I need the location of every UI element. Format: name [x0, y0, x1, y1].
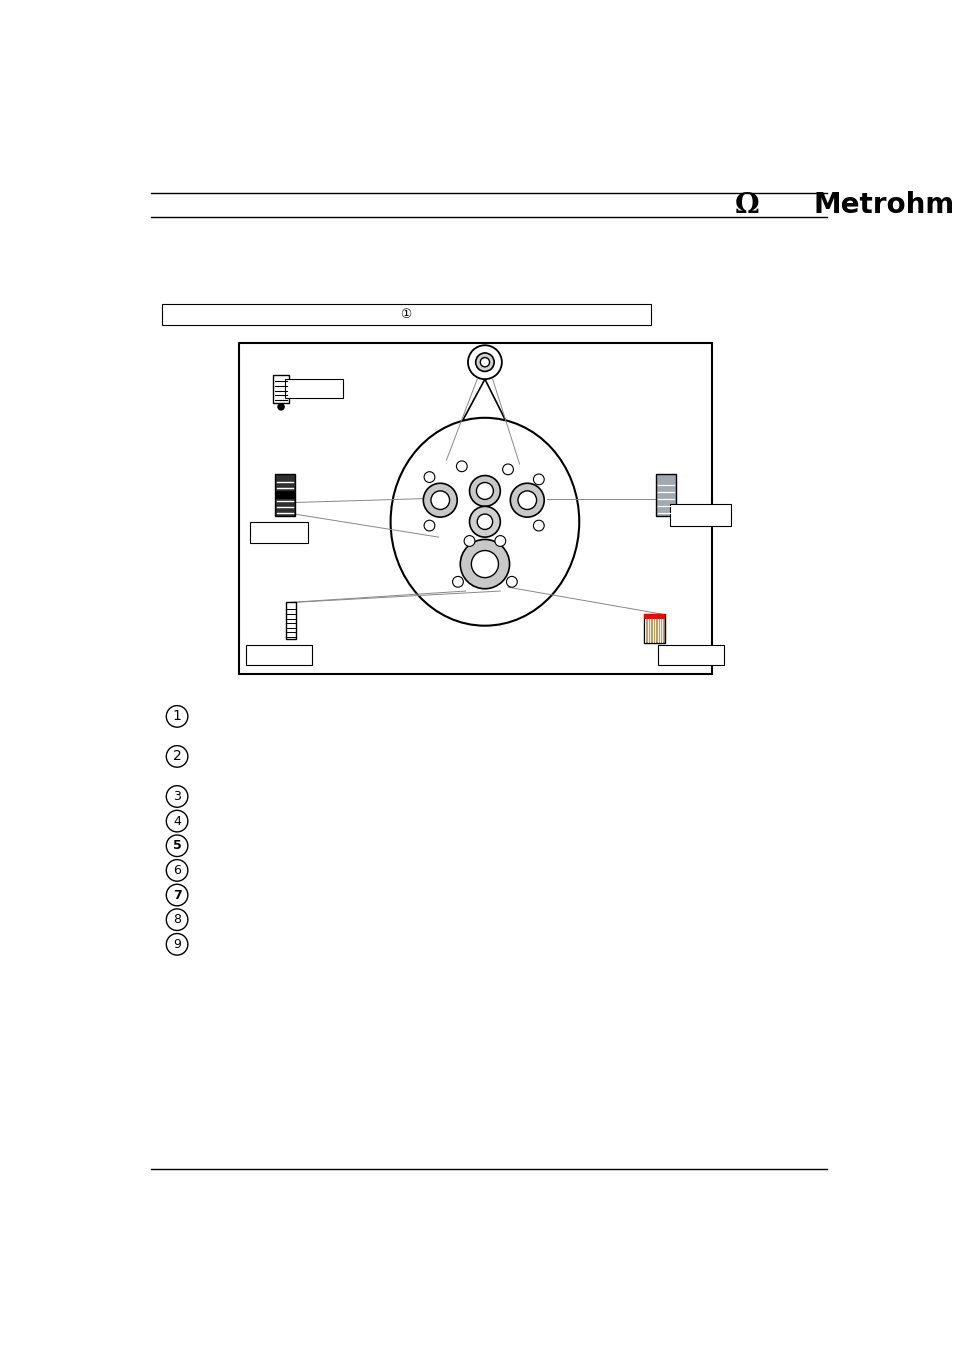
Bar: [656, 474, 675, 516]
Bar: [274, 375, 289, 404]
Text: 4: 4: [172, 814, 181, 828]
Circle shape: [431, 491, 449, 509]
Circle shape: [456, 460, 467, 471]
Circle shape: [476, 514, 492, 529]
Circle shape: [277, 404, 284, 410]
Circle shape: [423, 483, 456, 517]
Bar: [669, 504, 731, 525]
Circle shape: [469, 475, 499, 506]
Bar: [643, 614, 664, 620]
Circle shape: [471, 551, 498, 578]
Circle shape: [517, 491, 536, 509]
Circle shape: [166, 909, 188, 930]
Circle shape: [476, 482, 493, 500]
Circle shape: [468, 346, 501, 379]
Circle shape: [452, 576, 463, 587]
Text: 9: 9: [172, 938, 181, 950]
Circle shape: [166, 786, 188, 807]
Circle shape: [166, 745, 188, 767]
Text: Ω: Ω: [734, 192, 759, 219]
Bar: [161, 304, 650, 325]
Circle shape: [476, 352, 494, 371]
Circle shape: [166, 884, 188, 906]
Text: 5: 5: [172, 840, 181, 852]
Circle shape: [469, 506, 499, 537]
Bar: [238, 343, 712, 674]
Text: ①: ①: [400, 308, 412, 321]
Circle shape: [459, 540, 509, 589]
Circle shape: [424, 471, 435, 482]
Bar: [250, 521, 308, 543]
Circle shape: [464, 536, 475, 547]
Circle shape: [510, 483, 543, 517]
Bar: [275, 474, 294, 516]
Ellipse shape: [390, 417, 578, 625]
Bar: [643, 614, 664, 643]
Text: 6: 6: [172, 864, 181, 878]
Text: 1: 1: [172, 709, 181, 724]
Circle shape: [495, 536, 505, 547]
Text: 2: 2: [172, 749, 181, 764]
Text: Metrohm: Metrohm: [812, 192, 953, 219]
Bar: [275, 491, 294, 498]
Circle shape: [479, 358, 489, 367]
Bar: [246, 645, 312, 664]
Text: 7: 7: [172, 888, 181, 902]
Circle shape: [166, 836, 188, 856]
Circle shape: [502, 464, 513, 475]
Circle shape: [166, 934, 188, 954]
Text: 8: 8: [172, 913, 181, 926]
Circle shape: [166, 860, 188, 882]
Circle shape: [533, 520, 543, 531]
Bar: [658, 645, 723, 664]
Circle shape: [166, 810, 188, 832]
Circle shape: [506, 576, 517, 587]
Circle shape: [166, 706, 188, 728]
Bar: [285, 602, 296, 640]
Circle shape: [533, 474, 543, 485]
Text: 3: 3: [172, 790, 181, 803]
Polygon shape: [431, 379, 535, 479]
Bar: [285, 379, 342, 398]
Circle shape: [424, 520, 435, 531]
